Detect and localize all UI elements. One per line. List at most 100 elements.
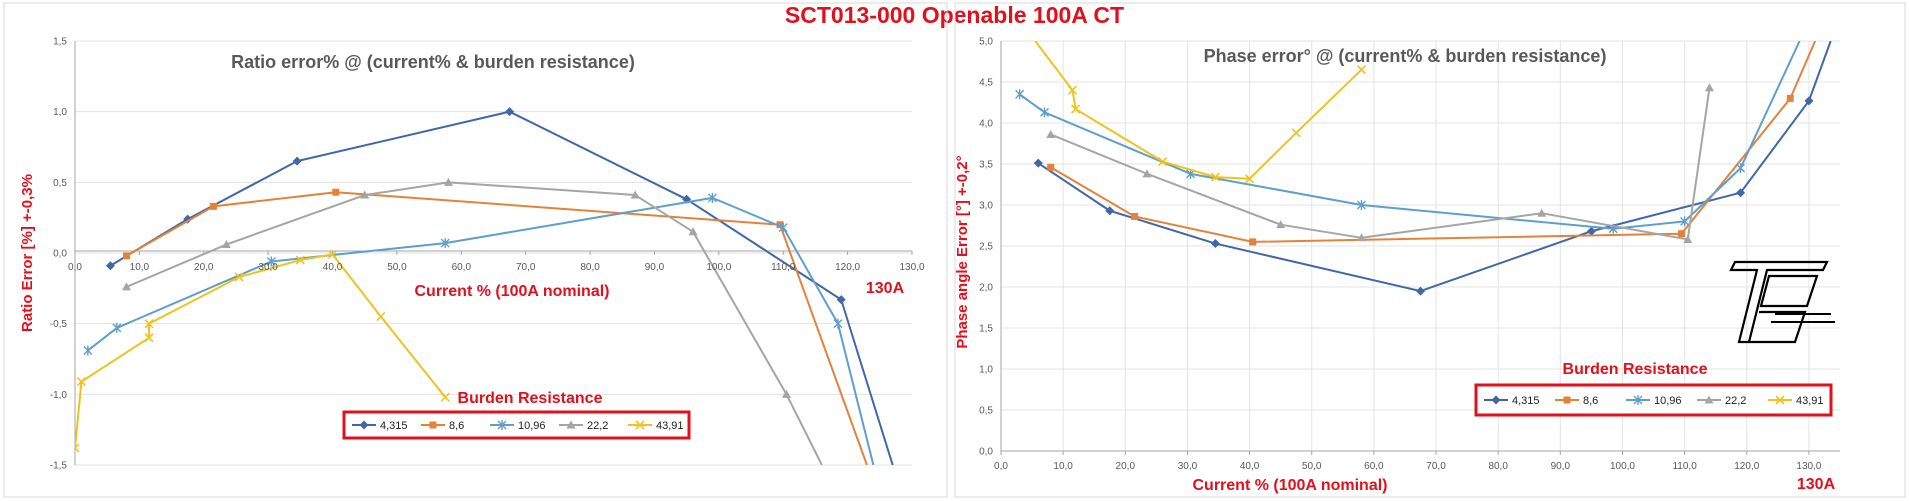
legend-label: 10,96 <box>518 420 546 432</box>
data-point <box>1291 128 1301 138</box>
y-tick-label: 1,0 <box>53 107 67 118</box>
x-axis-extra-label: 130A <box>866 280 905 297</box>
x-axis-label: Current % (100A nominal) <box>415 283 610 300</box>
y-tick-label: 0,0 <box>979 447 993 458</box>
data-point <box>1105 206 1115 216</box>
x-axis-extra-label: 130A <box>1797 476 1836 493</box>
x-tick-label: 60,0 <box>452 262 472 273</box>
x-tick-label: 60,0 <box>1364 461 1384 472</box>
legend-label: 43,91 <box>656 420 684 432</box>
data-point <box>1210 239 1220 249</box>
legend-swatch-marker <box>566 420 576 429</box>
chart-title: Phase error° @ (current% & burden resist… <box>1204 46 1607 66</box>
phase-error-chart: 5,0 4,5 4,0 3,5 3,0 2,5 2,0 1,5 1,0 0,5 0,00,0 10,0… <box>954 2 1906 498</box>
x-tick-label: 10,0 <box>1053 461 1073 472</box>
legend-title: Burden Resistance <box>458 390 603 407</box>
data-point <box>443 177 453 186</box>
data-point <box>266 256 276 267</box>
series-line-1 <box>1037 41 1832 293</box>
grid <box>3 2 948 498</box>
data-point <box>1142 169 1152 178</box>
chart-title: Ratio error% @ (current% & burden resist… <box>231 52 635 72</box>
data-point <box>376 312 386 322</box>
legend-label: 43,91 <box>1796 395 1824 407</box>
x-tick-label: 30,0 <box>258 262 278 273</box>
y-tick-label: 3,0 <box>979 201 993 212</box>
legend: 4,315 8,6 10,96 22,2 43,91 <box>1474 383 1833 417</box>
x-tick-label: 80,0 <box>1488 461 1508 472</box>
ratio-error-chart: 1,5 1,0 0,5 0,0 -0,5 -1,0 -1,5 0,0 10,0 20,0 30,0 4… <box>3 2 948 498</box>
chart-frame <box>954 2 1906 498</box>
data-point <box>1704 83 1714 92</box>
data-point <box>505 107 515 117</box>
y-tick-label: -0,5 <box>50 319 68 330</box>
data-point <box>1033 158 1043 168</box>
legend-swatch-marker <box>1563 396 1571 404</box>
legend-swatch-marker <box>635 420 645 430</box>
data-point <box>1249 238 1257 246</box>
y-tick-label: 1,5 <box>979 324 993 335</box>
data-point <box>144 319 154 329</box>
legend-label: 8,6 <box>449 420 464 432</box>
data-point <box>1015 89 1025 100</box>
x-tick-label: 70,0 <box>516 262 536 273</box>
data-point <box>1678 230 1686 238</box>
data-point <box>1736 163 1746 174</box>
data-point <box>1537 208 1547 217</box>
data-point <box>122 282 132 291</box>
data-point <box>707 192 717 203</box>
data-point <box>1067 85 1078 95</box>
x-tick-label: 40,0 <box>323 262 343 273</box>
x-tick-label: 50,0 <box>387 262 407 273</box>
data-point <box>1158 156 1168 167</box>
data-point <box>1356 65 1367 75</box>
x-tick-label: 90,0 <box>1551 461 1571 472</box>
page-title: SCT013-000 Openable 100A CT <box>784 2 1125 28</box>
data-point <box>123 252 131 260</box>
data-point <box>440 238 450 249</box>
legend-label: 4,315 <box>1512 395 1540 407</box>
data-point <box>75 443 80 453</box>
logo-t-shape <box>1729 260 1829 344</box>
data-point <box>1586 226 1596 236</box>
data-point <box>1804 96 1814 106</box>
data-point <box>1356 233 1366 242</box>
y-tick-label: 2,0 <box>979 283 993 294</box>
x-tick-label: 20,0 <box>1116 461 1136 472</box>
data-point <box>76 377 87 387</box>
y-axis-label: Ratio Error [%] +-0,3% <box>19 174 36 332</box>
series-layer <box>1015 41 1832 296</box>
data-point <box>144 333 154 343</box>
legend-label: 22,2 <box>1725 395 1746 407</box>
series-line-3 <box>1019 41 1801 230</box>
legend-label: 8,6 <box>1583 395 1598 407</box>
series-line-4 <box>126 181 823 465</box>
series-line-5 <box>1034 41 1363 180</box>
logo-b-shape <box>1749 274 1819 344</box>
data-point <box>112 322 122 333</box>
data-point <box>105 261 115 271</box>
data-point <box>1071 104 1081 114</box>
x-tick-label: 120,0 <box>1734 461 1759 472</box>
x-tick-label: 130,0 <box>1796 461 1821 472</box>
data-point <box>630 190 640 199</box>
y-tick-label: 2,5 <box>979 242 993 253</box>
data-point <box>1276 220 1286 229</box>
data-point <box>1210 172 1220 182</box>
x-tick-label: 30,0 <box>1178 461 1198 472</box>
x-tick-label: 100,0 <box>706 262 731 273</box>
data-point <box>778 222 788 233</box>
legend-label: 10,96 <box>1654 395 1682 407</box>
legend-swatch-marker <box>1633 395 1643 405</box>
y-tick-label: 1,0 <box>979 365 993 376</box>
y-tick-label: 1,5 <box>53 37 67 48</box>
data-point <box>836 295 846 305</box>
legend: 4,315 8,6 10,96 22,2 43,91 <box>342 410 691 440</box>
data-point <box>833 318 843 329</box>
data-point <box>327 249 338 259</box>
chart-text-layer: 1,5 1,0 0,5 0,0 -0,5 -1,0 -1,5 0,0 10,0 20,0 30,0 4… <box>19 37 925 472</box>
x-tick-label: 100,0 <box>1610 461 1635 472</box>
data-point <box>209 202 217 210</box>
x-tick-label: 70,0 <box>1426 461 1446 472</box>
x-tick-label: 80,0 <box>580 262 600 273</box>
